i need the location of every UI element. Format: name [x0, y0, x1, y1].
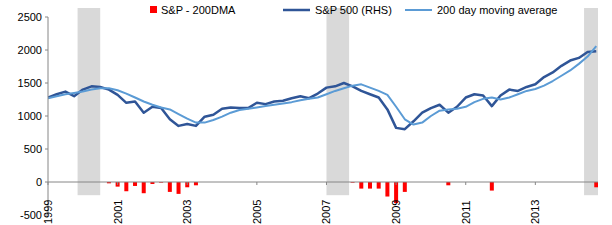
shaded-period: [326, 8, 349, 195]
x-tick-label: 2003: [181, 200, 193, 224]
legend-label: S&P 500 (RHS): [315, 4, 392, 16]
y-tick-label: 2000: [18, 44, 42, 56]
y-tick-label: 0: [36, 176, 42, 188]
line: [48, 51, 596, 129]
bar: [490, 182, 494, 191]
x-tick-label: 1999: [42, 200, 54, 224]
bar: [133, 182, 137, 186]
bar: [359, 182, 363, 189]
bar: [185, 182, 189, 187]
chart: -500 0 500 1000 1500 2000 2500 1999 2001 2003 2005…: [0, 0, 612, 225]
y-tick-label: -500: [20, 209, 42, 221]
bar: [116, 182, 120, 187]
x-tick: [396, 182, 397, 185]
x-tick-label: 2011: [460, 200, 472, 224]
legend-swatch: [283, 9, 310, 12]
bar: [368, 182, 372, 189]
x-tick: [48, 182, 49, 185]
x-tick-label: 2005: [251, 200, 263, 224]
legend-swatch: [405, 9, 432, 11]
x-tick: [326, 182, 327, 185]
y-tick-label: 2500: [18, 11, 42, 23]
legend-label: 200 day moving average: [437, 4, 557, 16]
bar: [385, 182, 389, 197]
bar: [142, 182, 146, 193]
legend-label: S&P - 200DMA: [161, 4, 236, 16]
y-tick-label: 1000: [18, 110, 42, 122]
bar: [168, 182, 172, 192]
x-axis: [48, 182, 598, 183]
y-tick-label: 500: [24, 143, 42, 155]
shaded-period: [584, 8, 598, 195]
x-tick: [256, 182, 257, 185]
bar: [124, 182, 128, 191]
bar: [594, 182, 598, 187]
bar: [177, 182, 181, 194]
shaded-period: [78, 8, 101, 195]
y-tick-label: 1500: [18, 77, 42, 89]
line: [48, 46, 596, 125]
legend-swatch: [150, 6, 157, 13]
x-tick: [465, 182, 466, 185]
plot-area: [48, 8, 598, 203]
x-tick-label: 2009: [390, 200, 402, 224]
x-tick: [535, 182, 536, 185]
legend: S&P - 200DMA S&P 500 (RHS) 200 day moving …: [150, 4, 557, 16]
y-axis: [48, 17, 49, 215]
x-tick-label: 2001: [112, 200, 124, 224]
bar: [377, 182, 381, 189]
x-tick-label: 2013: [529, 200, 541, 224]
x-tick-label: 2007: [320, 200, 332, 224]
x-tick: [187, 182, 188, 185]
x-tick: [117, 182, 118, 185]
bar: [403, 182, 407, 192]
